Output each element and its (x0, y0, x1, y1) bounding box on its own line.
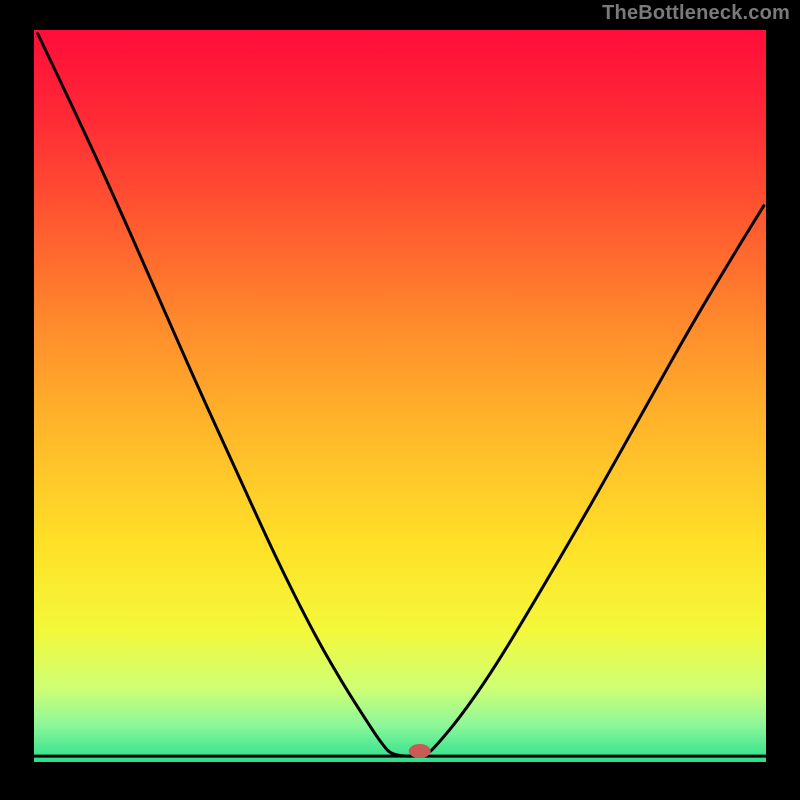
optimal-point-marker (409, 744, 431, 758)
watermark-text: TheBottleneck.com (602, 2, 790, 25)
bottleneck-curve-chart (34, 30, 766, 762)
chart-gradient-background (34, 30, 766, 762)
chart-stage: TheBottleneck.com (0, 0, 800, 800)
